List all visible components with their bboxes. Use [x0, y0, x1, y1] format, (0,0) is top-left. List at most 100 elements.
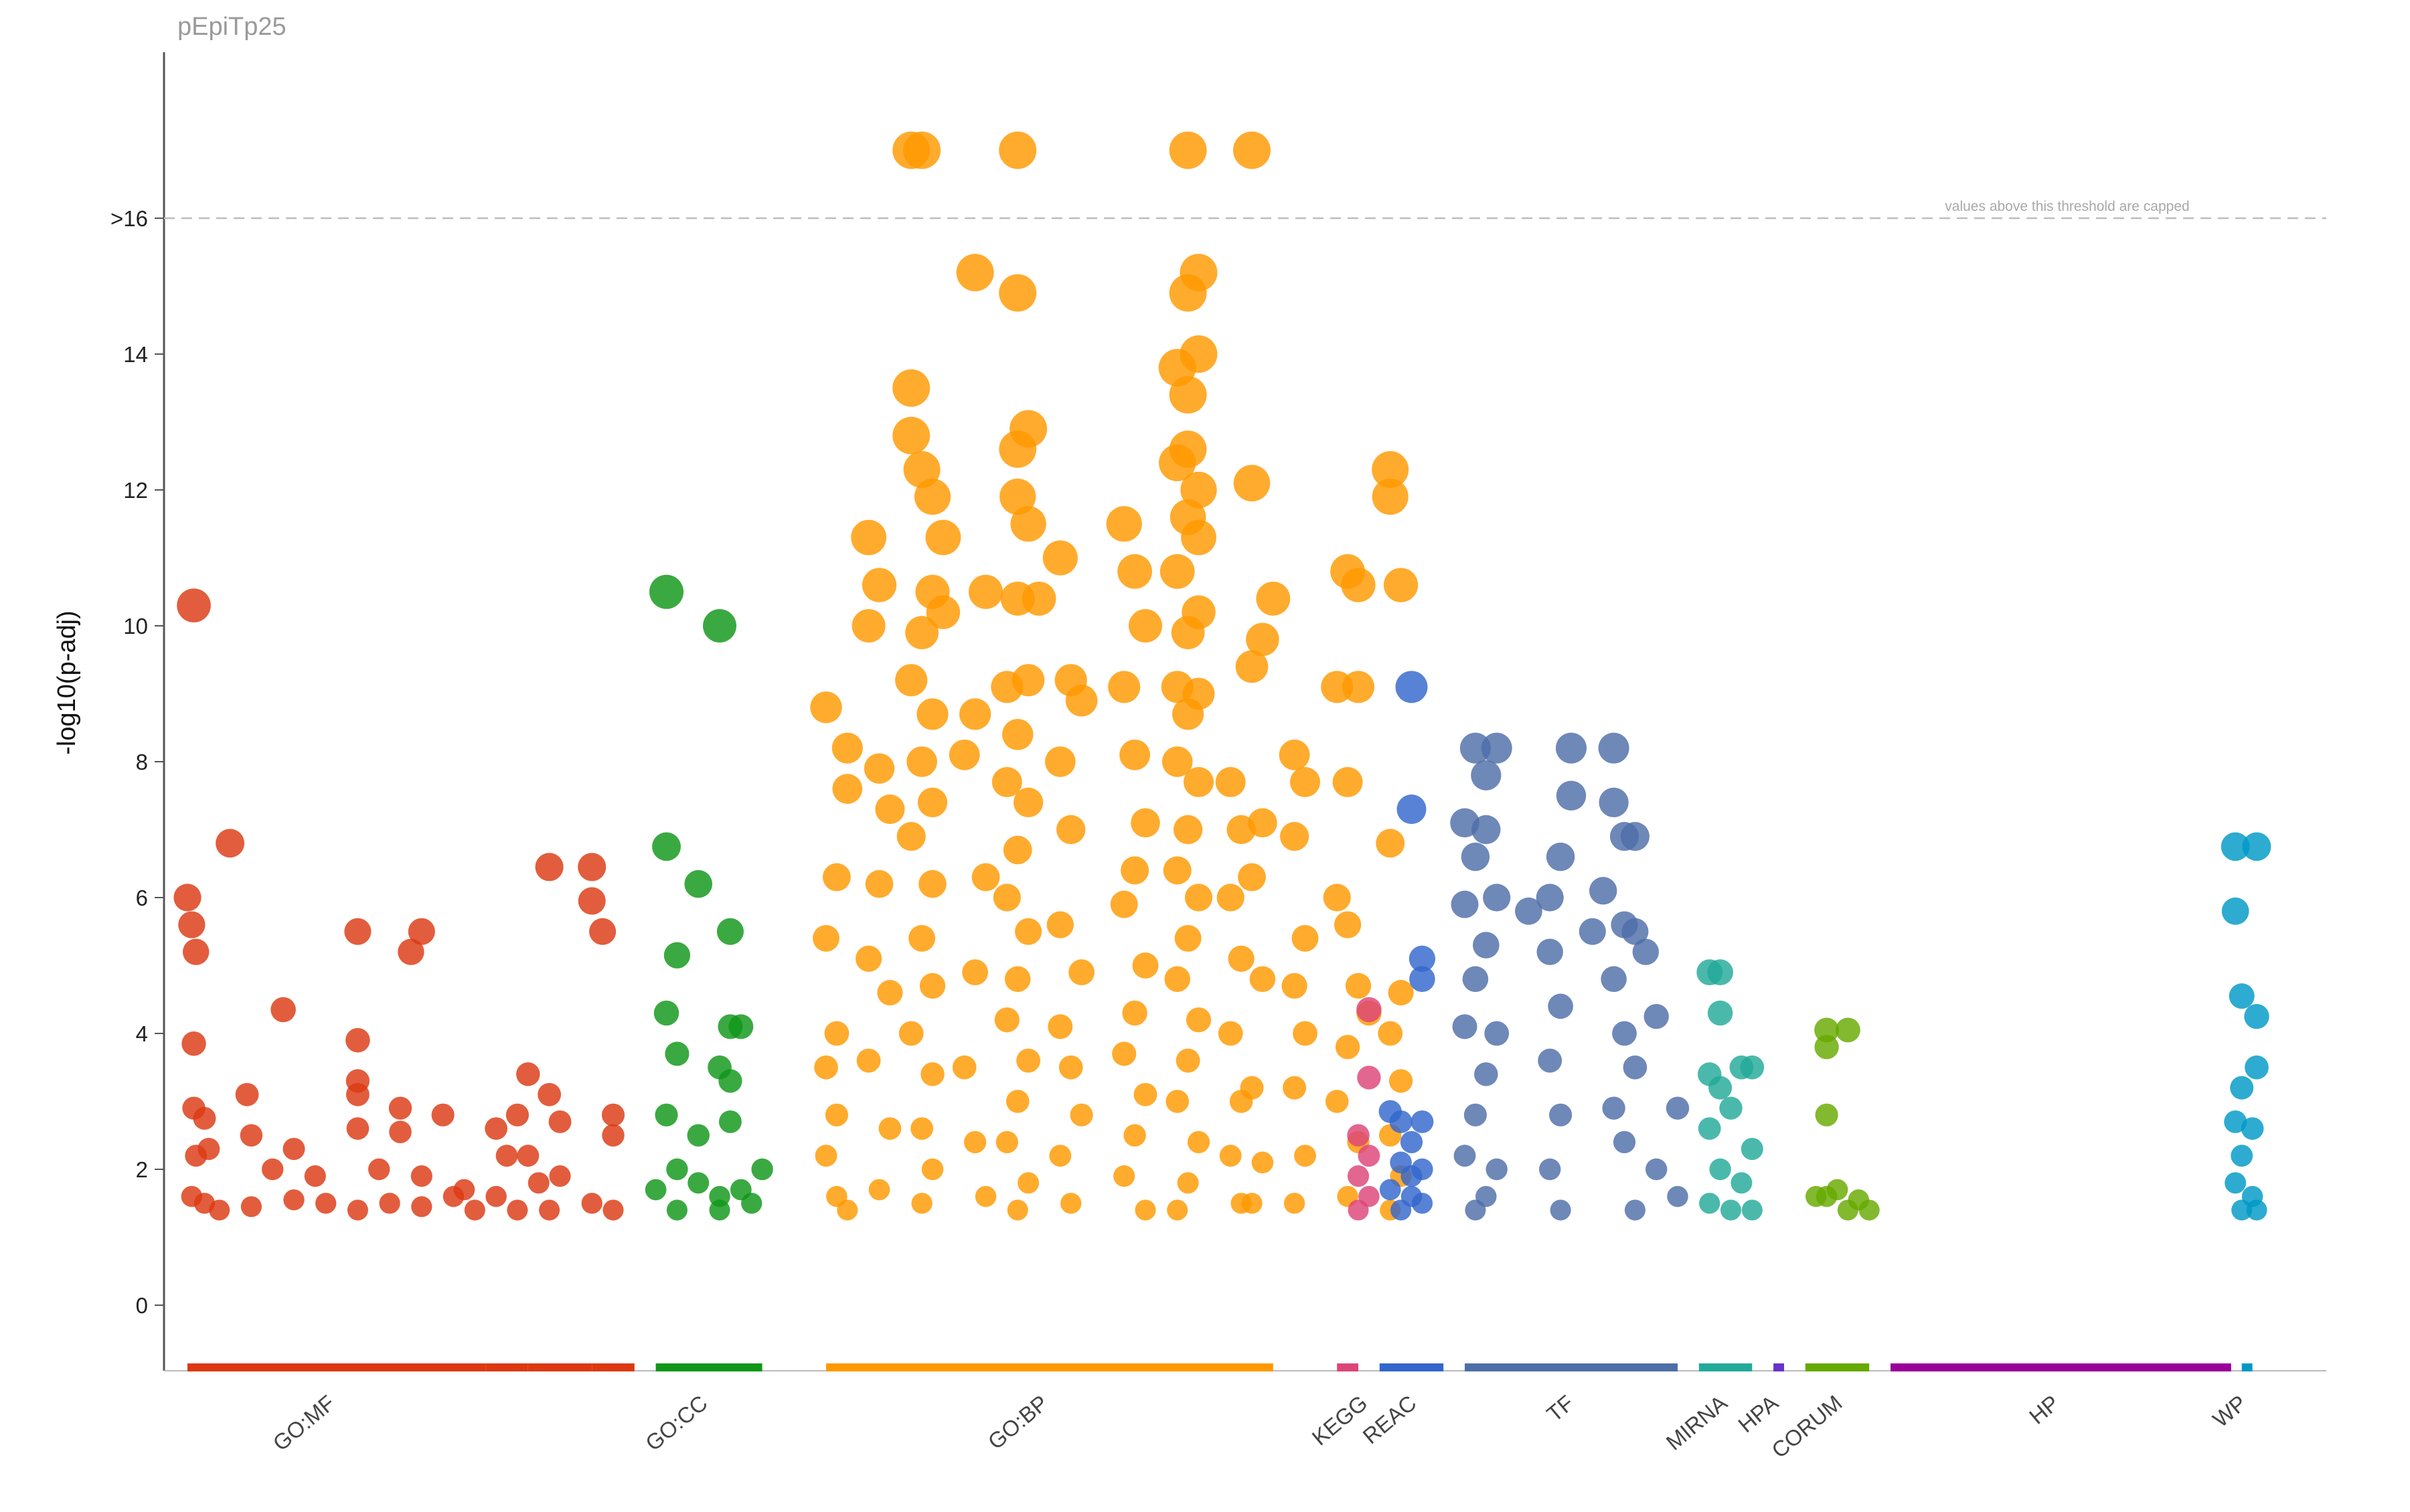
data-point — [1358, 1145, 1380, 1167]
y-axis-ticks: 0 2 4 6 8 10 12 14 >16 — [110, 206, 164, 1318]
data-point — [1378, 1021, 1403, 1046]
data-point — [1018, 1172, 1040, 1194]
data-point — [216, 829, 245, 858]
data-point — [1233, 465, 1271, 502]
data-point — [1372, 451, 1409, 489]
data-point — [1376, 829, 1405, 858]
data-point — [1235, 650, 1269, 683]
y-tick-label: 14 — [123, 342, 148, 367]
data-point — [1294, 1145, 1316, 1167]
data-point — [1108, 671, 1141, 703]
data-point — [173, 884, 202, 912]
data-point — [862, 568, 897, 602]
x-source-label: HP — [2024, 1390, 2064, 1429]
data-point — [914, 479, 951, 515]
data-point — [1004, 966, 1031, 993]
data-point — [283, 1189, 305, 1211]
data-point — [1161, 746, 1193, 777]
data-point — [1481, 732, 1512, 764]
data-point — [1720, 1199, 1742, 1221]
y-tick-label: 2 — [136, 1157, 148, 1182]
data-point — [1709, 1158, 1731, 1181]
data-point — [1117, 554, 1152, 589]
data-point — [728, 1014, 754, 1039]
data-point — [1536, 884, 1564, 912]
data-point — [855, 945, 882, 972]
data-point — [703, 609, 736, 643]
data-point — [1383, 568, 1419, 602]
data-point — [1131, 808, 1160, 838]
data-point — [538, 1082, 562, 1106]
data-point — [1325, 1090, 1349, 1113]
y-tick-label: 0 — [136, 1293, 148, 1318]
data-point — [898, 1021, 924, 1046]
data-point — [1279, 739, 1310, 770]
data-point — [388, 1096, 412, 1120]
data-point — [2221, 832, 2250, 861]
data-point — [1122, 1000, 1147, 1026]
data-point — [1452, 1014, 1477, 1039]
data-point — [741, 1193, 762, 1214]
data-point — [1323, 884, 1351, 912]
data-point — [2244, 1003, 2269, 1029]
data-point — [398, 938, 424, 965]
data-point — [2246, 1199, 2267, 1221]
data-point — [1814, 1035, 1839, 1060]
data-point — [1536, 938, 1563, 965]
data-point — [1010, 506, 1046, 542]
data-point — [993, 884, 1021, 912]
data-point — [1400, 1165, 1423, 1187]
data-point — [1015, 918, 1042, 945]
data-point — [1453, 1145, 1476, 1167]
data-point — [411, 1196, 432, 1217]
data-point — [1483, 884, 1511, 912]
data-point — [1388, 1069, 1413, 1093]
data-point — [814, 1055, 838, 1080]
data-point — [852, 609, 886, 643]
x-source-label: GO:BP — [983, 1390, 1053, 1454]
data-point — [926, 595, 961, 629]
data-point — [1348, 1199, 1369, 1221]
data-point — [1169, 131, 1207, 169]
data-point — [1184, 884, 1213, 912]
data-point — [1667, 1185, 1688, 1207]
data-point — [1474, 1062, 1498, 1086]
data-point — [347, 1199, 368, 1221]
data-point — [1290, 766, 1320, 797]
axes — [163, 52, 2326, 1371]
data-point — [1342, 671, 1375, 703]
data-point — [1334, 911, 1362, 938]
data-point — [1463, 1103, 1487, 1126]
data-point — [495, 1145, 518, 1167]
data-point — [815, 1145, 837, 1167]
data-point — [197, 1138, 220, 1161]
data-point — [716, 918, 744, 945]
data-point — [1550, 1199, 1571, 1221]
data-point — [601, 1103, 625, 1126]
data-point — [832, 774, 863, 804]
data-point — [1181, 519, 1216, 556]
data-point — [1065, 684, 1098, 717]
data-point — [1347, 1165, 1370, 1187]
data-point — [1345, 973, 1372, 999]
data-point — [1347, 1124, 1370, 1147]
data-point — [1598, 732, 1629, 764]
data-point — [1741, 1199, 1763, 1221]
data-point — [908, 924, 936, 952]
data-point — [2221, 897, 2249, 925]
data-point — [535, 853, 564, 881]
data-point — [1409, 945, 1436, 972]
data-point — [1121, 856, 1149, 885]
data-point — [1241, 1193, 1263, 1214]
data-point — [878, 1117, 902, 1140]
data-point — [1240, 1076, 1264, 1100]
data-point — [1112, 1041, 1137, 1066]
data-point — [1233, 131, 1271, 169]
data-point — [1589, 877, 1617, 905]
data-point — [652, 832, 681, 861]
data-point — [485, 1117, 507, 1140]
y-tick-label: 12 — [123, 478, 148, 503]
data-point — [1171, 616, 1205, 650]
data-point — [1113, 1165, 1135, 1187]
